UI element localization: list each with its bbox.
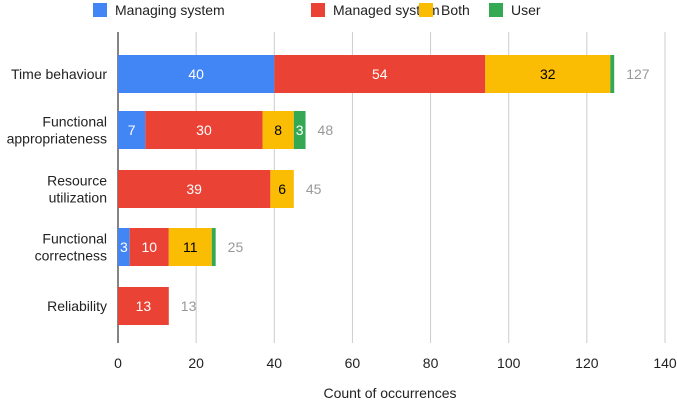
bar-segment [145,111,263,149]
category-label: Resource [47,173,107,189]
category-label: Functional [42,231,107,247]
category-label: utilization [49,190,107,206]
x-tick-label: 80 [423,355,439,371]
legend: Managing system Managed system Both User [93,2,541,18]
bar-segment [270,170,294,208]
y-axis-labels: Time behaviourFunctionalappropriatenessR… [7,66,108,314]
category-label: appropriateness [7,131,107,147]
x-tick-label: 20 [188,355,204,371]
bar-segment [168,228,212,266]
category-label: Reliability [47,298,107,314]
data-label: 3 [120,239,128,255]
total-label: 25 [228,239,244,255]
x-tick-label: 60 [345,355,361,371]
x-axis-title: Count of occurrences [323,385,456,401]
data-label: 54 [372,66,388,82]
legend-swatch [93,3,107,17]
bar-segment [118,111,146,149]
bar-segment [118,228,130,266]
total-label: 13 [181,298,197,314]
data-label: 13 [136,298,152,314]
data-label: 7 [128,122,136,138]
data-label: 3 [296,122,304,138]
data-label: 40 [188,66,204,82]
category-label: correctness [35,248,107,264]
legend-swatch [419,3,433,17]
x-tick-label: 120 [575,355,599,371]
x-tick-label: 100 [497,355,521,371]
data-label: 30 [196,122,212,138]
bar-segment [211,228,216,266]
data-label: 10 [141,239,157,255]
legend-label: Managing system [115,2,225,18]
x-tick-label: 0 [114,355,122,371]
bar-segment [262,111,294,149]
bar-segment [485,55,611,93]
category-label: Functional [42,114,107,130]
bar-segment [274,55,486,93]
data-label: 11 [183,239,198,255]
data-label: 8 [274,122,282,138]
bar-segment [293,111,306,149]
x-axis-ticks: 0 20 40 60 80 100 120 140 [114,355,677,371]
bar-segment [118,55,275,93]
total-label: 45 [306,181,322,197]
total-label: 127 [626,66,650,82]
bar-segment [610,55,615,93]
x-tick-label: 140 [653,355,677,371]
bar-segment [118,287,169,325]
legend-label: Managed system [333,2,440,18]
data-label: 39 [186,181,202,197]
legend-swatch [489,3,503,17]
total-label: 48 [318,122,334,138]
legend-swatch [311,3,325,17]
category-label: Time behaviour [11,66,107,82]
x-tick-label: 40 [266,355,282,371]
data-label: 6 [278,181,286,197]
legend-label: User [511,2,541,18]
bar-segment [118,170,271,208]
bar-segment [129,228,169,266]
data-label: 32 [540,66,556,82]
legend-label: Both [441,2,470,18]
